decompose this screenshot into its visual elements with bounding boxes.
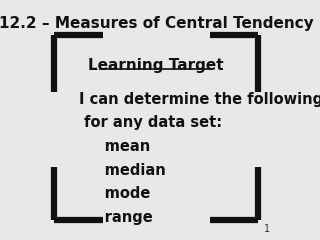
Text: Learning Target: Learning Target: [89, 58, 224, 73]
Text: 1: 1: [264, 224, 270, 234]
Text: median: median: [78, 163, 165, 178]
Text: mean: mean: [78, 139, 150, 154]
Text: for any data set:: for any data set:: [78, 115, 222, 130]
Text: I can determine the following: I can determine the following: [78, 91, 320, 107]
Text: 12.2 – Measures of Central Tendency: 12.2 – Measures of Central Tendency: [0, 16, 314, 31]
Text: mode: mode: [78, 186, 150, 201]
Text: range: range: [78, 210, 152, 225]
